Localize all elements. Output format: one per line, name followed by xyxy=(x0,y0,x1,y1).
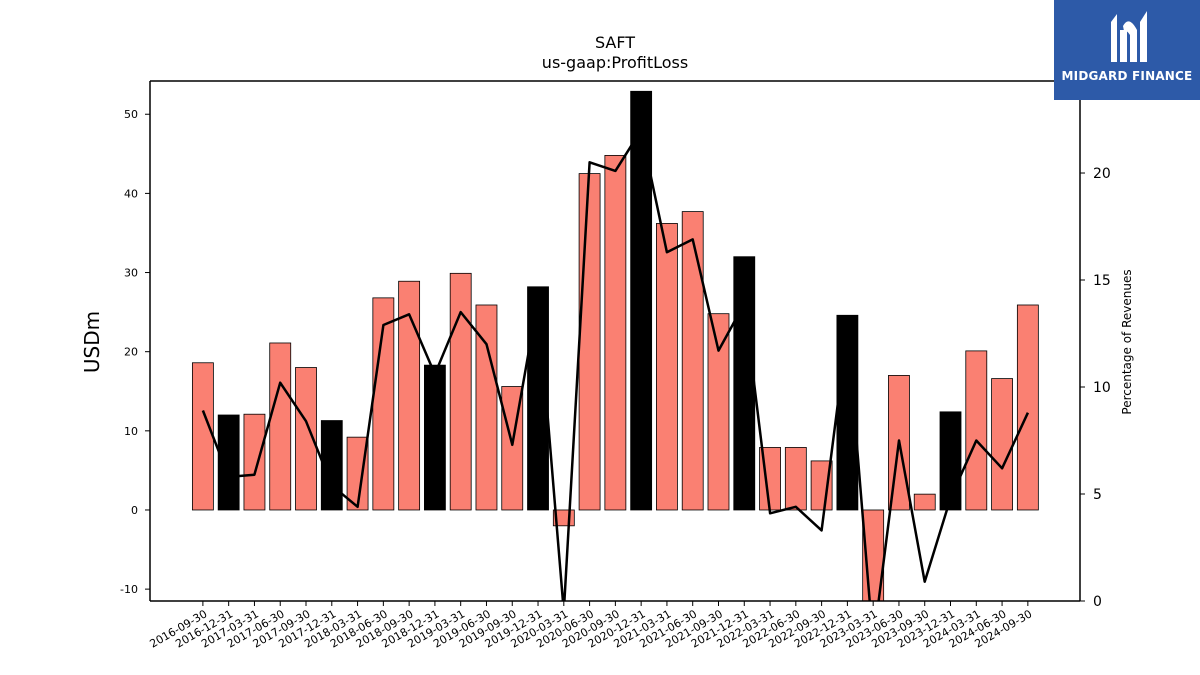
bar xyxy=(398,280,421,511)
y-tick-label: 10 xyxy=(124,425,138,438)
y-tick-label: 20 xyxy=(124,346,138,359)
bar xyxy=(1016,304,1039,511)
bar xyxy=(243,413,266,511)
bar xyxy=(424,364,446,511)
bar xyxy=(346,436,369,511)
bar xyxy=(681,211,704,511)
y2-tick-label: 0 xyxy=(1093,594,1102,610)
y-tick-label: 40 xyxy=(124,187,138,200)
bar xyxy=(784,447,807,511)
bar xyxy=(320,420,343,511)
bar xyxy=(656,223,678,511)
y-tick-label: 0 xyxy=(131,504,138,517)
y-tick-label: -10 xyxy=(120,583,138,596)
y2-tick-label: 15 xyxy=(1093,273,1111,289)
bar xyxy=(733,256,756,511)
bar xyxy=(604,154,627,511)
bar xyxy=(269,342,292,511)
bar xyxy=(217,414,240,511)
bar xyxy=(913,493,936,511)
bar xyxy=(578,173,601,511)
bar xyxy=(707,313,730,511)
bar xyxy=(965,350,988,511)
bar xyxy=(475,304,498,511)
bar xyxy=(630,90,653,511)
y-axis-label: USDm xyxy=(80,311,104,373)
series-line xyxy=(201,128,1030,601)
bar xyxy=(449,272,472,511)
bar xyxy=(191,362,214,511)
chart-title: SAFT xyxy=(595,33,635,52)
brand-name: MIDGARD FINANCE xyxy=(1061,69,1193,83)
brand-logo: MIDGARD FINANCE xyxy=(1054,0,1200,100)
bar xyxy=(527,286,549,511)
y2-axis-label: Percentage of Revenues xyxy=(1120,269,1134,414)
y2-tick-label: 10 xyxy=(1093,380,1111,396)
bar xyxy=(991,378,1013,511)
bar xyxy=(295,367,317,511)
plot-area: -1001020304050051015202016-09-302016-12-… xyxy=(120,80,1111,651)
y2-tick-label: 20 xyxy=(1093,166,1111,182)
chart-subtitle: us-gaap:ProfitLoss xyxy=(542,53,688,72)
y-tick-label: 50 xyxy=(124,108,138,121)
y2-tick-label: 5 xyxy=(1093,487,1102,503)
brand-mark-icon xyxy=(1111,11,1147,62)
y-tick-label: 30 xyxy=(124,267,138,280)
